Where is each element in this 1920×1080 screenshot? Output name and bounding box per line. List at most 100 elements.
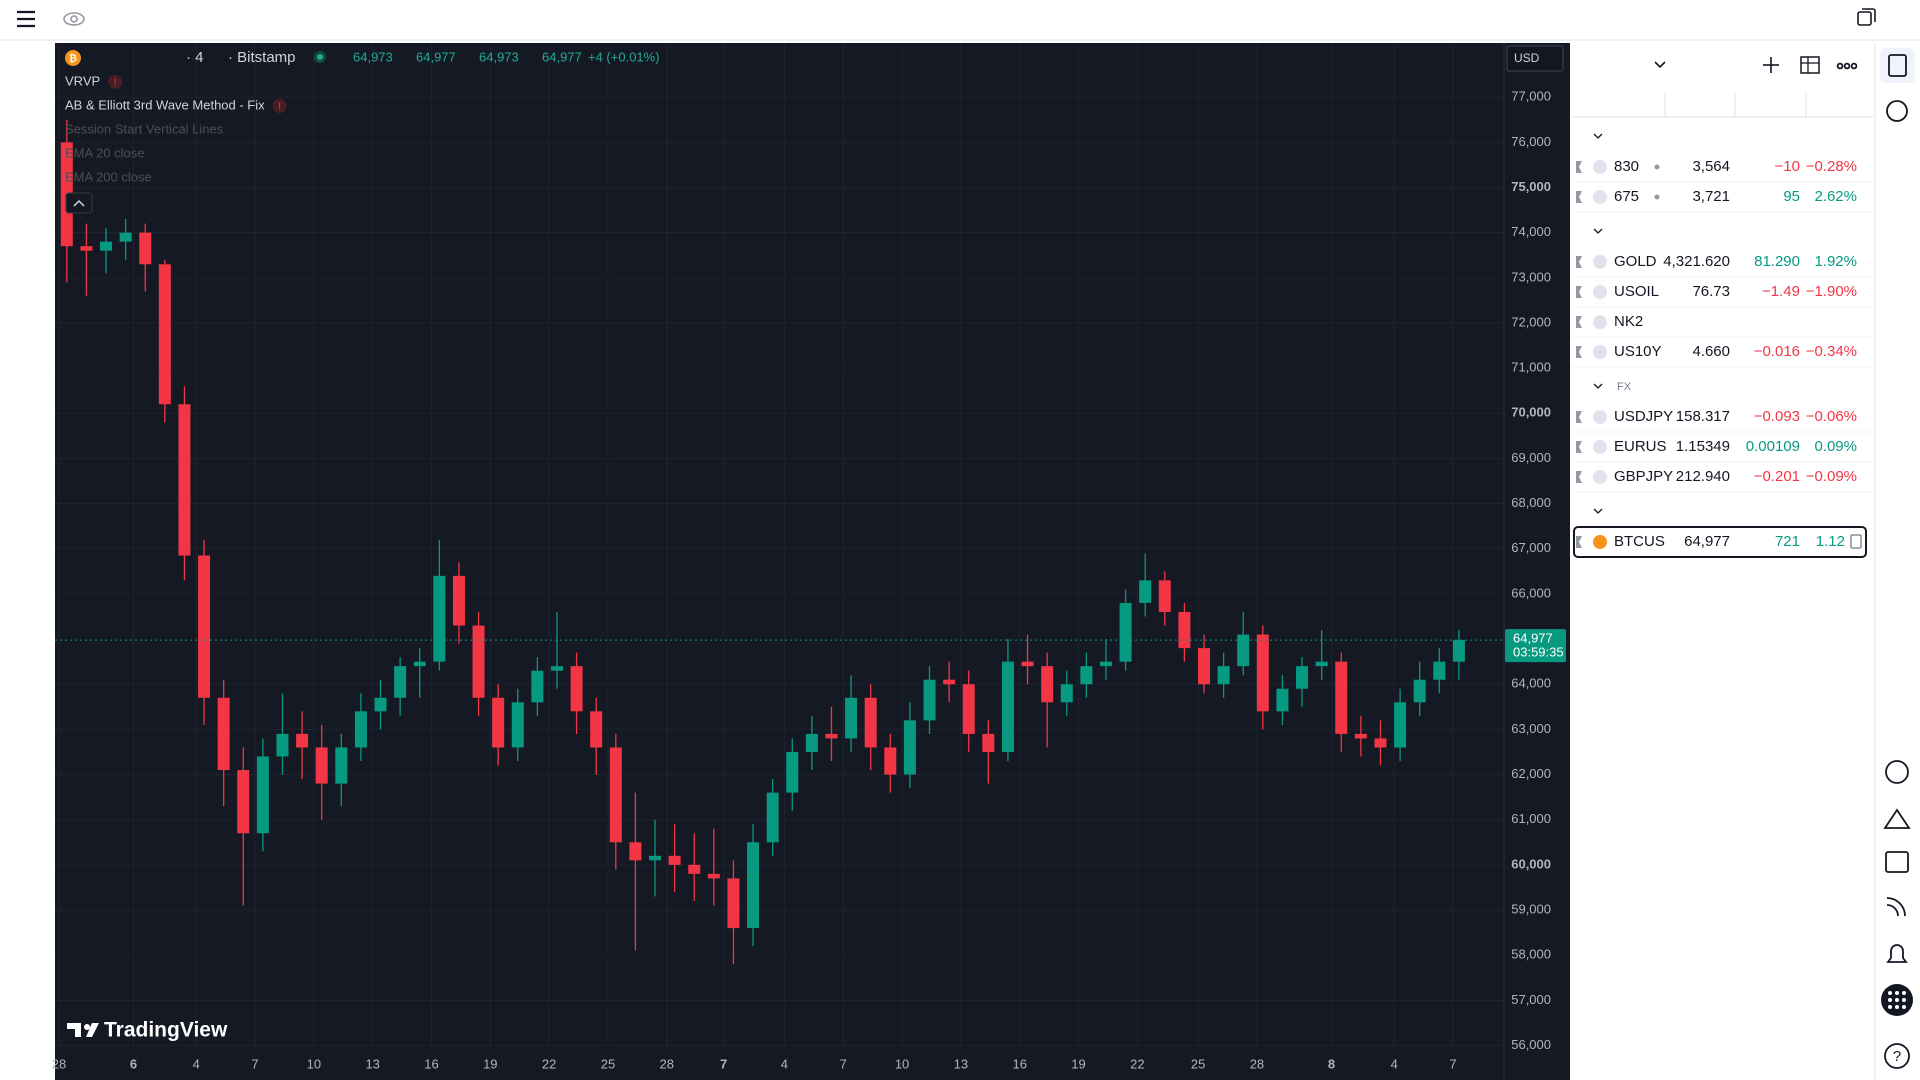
apps-dot <box>1895 1005 1899 1009</box>
flag-icon <box>1576 256 1582 268</box>
watchlist-icon <box>1888 54 1907 77</box>
grid <box>55 43 1504 1050</box>
visibility-button[interactable] <box>63 12 85 26</box>
alerts-tab[interactable] <box>1886 100 1908 122</box>
symbol-icon <box>65 50 81 66</box>
x-tick-label: 6 <box>130 1056 137 1071</box>
candle-body <box>668 855 681 865</box>
candle-body <box>178 404 191 556</box>
change: 95 <box>1783 188 1800 205</box>
watchlist-panel <box>1572 43 1874 1080</box>
flag-icon <box>1576 471 1582 483</box>
news-tab[interactable] <box>1886 897 1906 917</box>
x-tick-label: 4 <box>781 1056 788 1071</box>
x-tick-label: 10 <box>307 1056 321 1071</box>
change: −0.201 <box>1754 468 1800 485</box>
candle-body <box>786 751 799 793</box>
x-tick-label: 22 <box>542 1056 556 1071</box>
candle-body <box>433 575 446 662</box>
section-toggle[interactable] <box>1593 508 1603 514</box>
symbol[interactable]: GBPJPY <box>1614 468 1673 485</box>
section-toggle[interactable] <box>1593 383 1603 389</box>
symbol[interactable]: NK2 <box>1614 313 1643 330</box>
low-value: 64,973 <box>479 49 519 64</box>
selected-row[interactable] <box>1573 526 1867 558</box>
collapse-button[interactable] <box>65 192 93 214</box>
logo-mark <box>67 1023 81 1037</box>
indicator-name[interactable]: Session Start Vertical Lines <box>65 121 224 136</box>
more-button[interactable] <box>1836 62 1858 70</box>
apps-dot <box>1895 991 1899 995</box>
symbol[interactable]: USOIL <box>1614 283 1659 300</box>
menu-button[interactable] <box>17 10 35 28</box>
x-tick-label: 19 <box>1071 1056 1085 1071</box>
x-tick-label: 28 <box>1250 1056 1264 1071</box>
apps-dot <box>1902 991 1906 995</box>
y-tick-label: 60,000 <box>1511 856 1551 871</box>
symbol-logo <box>1593 190 1607 204</box>
help-tab[interactable] <box>1884 1043 1910 1069</box>
indicator-error <box>108 75 123 89</box>
apps-dot <box>1902 998 1906 1002</box>
change: −10 <box>1775 158 1800 175</box>
candle-body <box>649 855 662 861</box>
symbol[interactable]: USDJPY <box>1614 408 1673 425</box>
candle-body <box>1021 661 1034 667</box>
symbol[interactable]: GOLD <box>1614 253 1657 270</box>
candle-body <box>472 625 485 698</box>
candle-body <box>354 711 367 748</box>
x-tick-label: 13 <box>365 1056 379 1071</box>
x-tick-label: 22 <box>1130 1056 1144 1071</box>
candle-body <box>727 878 740 929</box>
layout-button[interactable] <box>1800 56 1820 74</box>
change: 721 <box>1775 533 1800 550</box>
delete-button[interactable] <box>1850 534 1862 549</box>
y-tick-label: 61,000 <box>1511 811 1551 826</box>
x-tick-label: 10 <box>895 1056 909 1071</box>
last-price: 212.940 <box>1676 468 1730 485</box>
candle-body <box>139 232 152 265</box>
y-tick-label: 71,000 <box>1511 360 1551 375</box>
candle-body <box>590 711 603 748</box>
list-dropdown[interactable] <box>1654 61 1666 69</box>
y-tick-label: 74,000 <box>1511 224 1551 239</box>
symbol[interactable]: BTCUS <box>1614 533 1665 550</box>
y-tick-label: 63,000 <box>1511 721 1551 736</box>
change: −0.016 <box>1754 343 1800 360</box>
ideas-tab[interactable] <box>1883 808 1911 829</box>
y-tick-label: 72,000 <box>1511 314 1551 329</box>
window-button[interactable] <box>1857 8 1876 26</box>
currency-box[interactable] <box>1506 45 1564 72</box>
indicator-name[interactable]: VRVP <box>65 73 100 88</box>
chart-panel <box>55 43 1570 1080</box>
watchlist-tab[interactable] <box>1880 48 1915 83</box>
apps-dot <box>1888 1005 1892 1009</box>
calendar-tab[interactable] <box>1885 851 1909 873</box>
apps-dot <box>1902 1005 1906 1009</box>
indicator-name[interactable]: EMA 200 close <box>65 169 152 184</box>
notifications-tab[interactable] <box>1886 944 1908 963</box>
indicator-name[interactable]: AB & Elliott 3rd Wave Method - Fix <box>65 97 265 112</box>
flag-icon <box>1576 346 1582 358</box>
exchange: · Bitstamp <box>228 49 296 66</box>
symbol[interactable]: US10Y <box>1614 343 1662 360</box>
last-price: 158.317 <box>1676 408 1730 425</box>
hotlists-tab[interactable] <box>1885 760 1909 784</box>
candle-body <box>198 555 211 698</box>
x-tick-label: 7 <box>1449 1056 1456 1071</box>
change-percent: −1.90% <box>1806 283 1857 300</box>
y-tick-label: 66,000 <box>1511 585 1551 600</box>
symbol[interactable]: 675 <box>1614 188 1639 205</box>
y-tick-label: 58,000 <box>1511 947 1551 962</box>
section-title: FX <box>1617 381 1632 393</box>
change-percent: −0.06% <box>1806 408 1857 425</box>
indicator-name[interactable]: EMA 20 close <box>65 145 145 160</box>
symbol[interactable]: EURUS <box>1614 438 1667 455</box>
last-price: 3,721 <box>1692 188 1730 205</box>
candle-body <box>1060 684 1073 703</box>
symbol[interactable]: 830 <box>1614 158 1639 175</box>
flag-icon <box>1576 316 1582 328</box>
add-symbol-button[interactable] <box>1763 57 1779 73</box>
section-toggle[interactable] <box>1593 133 1603 139</box>
section-toggle[interactable] <box>1593 228 1603 234</box>
